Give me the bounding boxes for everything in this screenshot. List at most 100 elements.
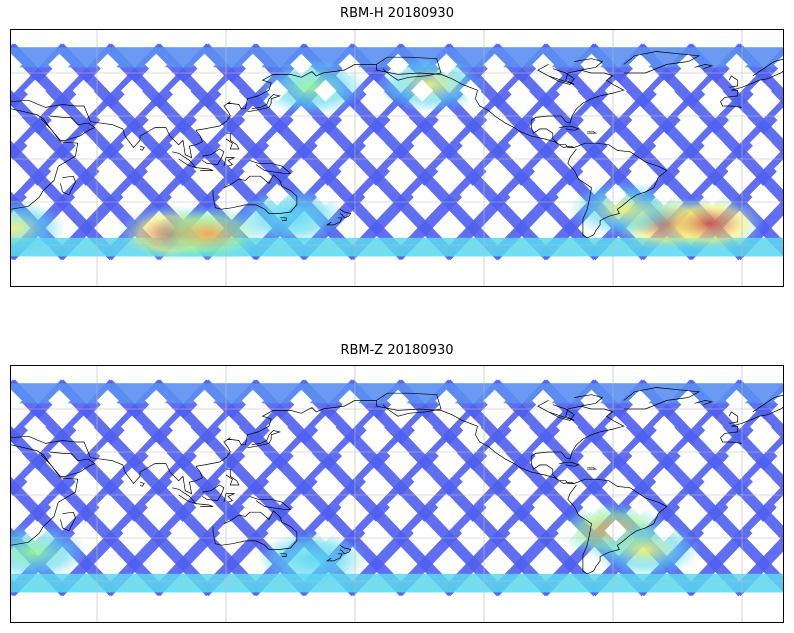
gap-diamond [96, 157, 119, 180]
gap-diamond [72, 519, 95, 542]
gap-diamond [628, 157, 651, 180]
coastline [172, 487, 198, 505]
gap-diamond [556, 79, 579, 102]
gap-diamond [749, 79, 772, 102]
swath-gaps [11, 389, 783, 542]
gap-diamond [749, 131, 772, 154]
gap-diamond [604, 519, 627, 542]
hotspot [568, 181, 679, 238]
gap-diamond [362, 131, 385, 154]
gap-diamond [314, 183, 337, 206]
coastline [212, 174, 298, 214]
gap-diamond [24, 131, 47, 154]
gap-diamond [11, 157, 22, 180]
gap-diamond [387, 493, 409, 516]
gap-diamond [11, 389, 22, 412]
swath-ascending [490, 379, 699, 597]
gap-diamond [24, 79, 47, 102]
gap-diamond [314, 519, 337, 542]
gap-diamond [217, 131, 240, 154]
gap-diamond [556, 415, 579, 438]
map-svg [11, 30, 783, 286]
gap-diamond [628, 441, 651, 464]
gap-diamond [556, 467, 579, 490]
swath-ascending [200, 379, 408, 597]
coastline [752, 394, 783, 413]
gap-diamond [11, 53, 22, 76]
gap-diamond [241, 157, 264, 180]
gap-diamond [387, 389, 409, 412]
swath-descending [684, 43, 783, 155]
gap-diamond [362, 79, 385, 102]
coastline [325, 553, 343, 562]
gap-diamond [338, 53, 361, 76]
gap-diamond [677, 53, 700, 76]
coastline [247, 430, 282, 449]
gap-diamond [217, 467, 240, 490]
gap-diamond [628, 493, 651, 516]
swath-ascending [11, 43, 70, 113]
gap-diamond [241, 105, 264, 128]
gap-diamond [11, 441, 22, 464]
coastline [694, 64, 714, 70]
gap-diamond [411, 183, 434, 206]
coastline [249, 496, 292, 510]
gap-diamond [241, 53, 264, 76]
gap-diamond [72, 415, 95, 438]
swath-descending [732, 379, 783, 440]
gap-diamond [145, 105, 168, 128]
coastline [223, 157, 235, 167]
swath-ascending [394, 43, 602, 261]
gap-diamond [628, 53, 651, 76]
gap-diamond [677, 157, 700, 180]
gap-diamond [72, 79, 95, 102]
gap-diamond [653, 467, 676, 490]
swath-descending [684, 379, 783, 491]
gap-diamond [266, 131, 289, 154]
gap-diamond [241, 389, 264, 412]
gap-diamond [628, 389, 651, 412]
swath-ascending [345, 379, 553, 597]
gap-diamond [362, 183, 385, 206]
swath-ascending [55, 379, 263, 597]
gap-diamond [435, 441, 458, 464]
coastline [694, 400, 714, 406]
gap-diamond [96, 441, 119, 464]
coastline [339, 208, 352, 219]
gap-diamond [290, 441, 313, 464]
gap-diamond [653, 131, 676, 154]
gap-diamond [435, 389, 458, 412]
gap-diamond [145, 389, 168, 412]
coastline [376, 56, 442, 81]
gap-diamond [169, 183, 192, 206]
gap-diamond [556, 519, 579, 542]
gap-diamond [217, 519, 240, 542]
coastline [40, 451, 96, 477]
gap-diamond [507, 415, 530, 438]
map-canvas [10, 29, 784, 287]
coastline [559, 125, 580, 131]
swath-ascending [684, 485, 783, 597]
gap-diamond [411, 519, 434, 542]
gap-diamond [774, 495, 783, 514]
gap-diamond [120, 519, 143, 542]
gap-diamond [314, 415, 337, 438]
coastline [225, 468, 240, 486]
gap-diamond [701, 519, 724, 542]
swath-ascending [11, 43, 166, 214]
swath-ascending [11, 379, 118, 499]
gap-diamond [507, 79, 530, 102]
gap-diamond [507, 467, 530, 490]
gap-diamond [48, 53, 71, 76]
gap-diamond [725, 493, 748, 516]
gap-diamond [48, 105, 71, 128]
gap-diamond [387, 441, 409, 464]
gap-diamond [580, 389, 603, 412]
gap-diamond [145, 157, 168, 180]
gap-diamond [677, 441, 700, 464]
gap-diamond [483, 389, 506, 412]
gap-diamond [532, 493, 555, 516]
gap-diamond [459, 131, 482, 154]
gap-diamond [459, 467, 482, 490]
gap-diamond [290, 53, 313, 76]
